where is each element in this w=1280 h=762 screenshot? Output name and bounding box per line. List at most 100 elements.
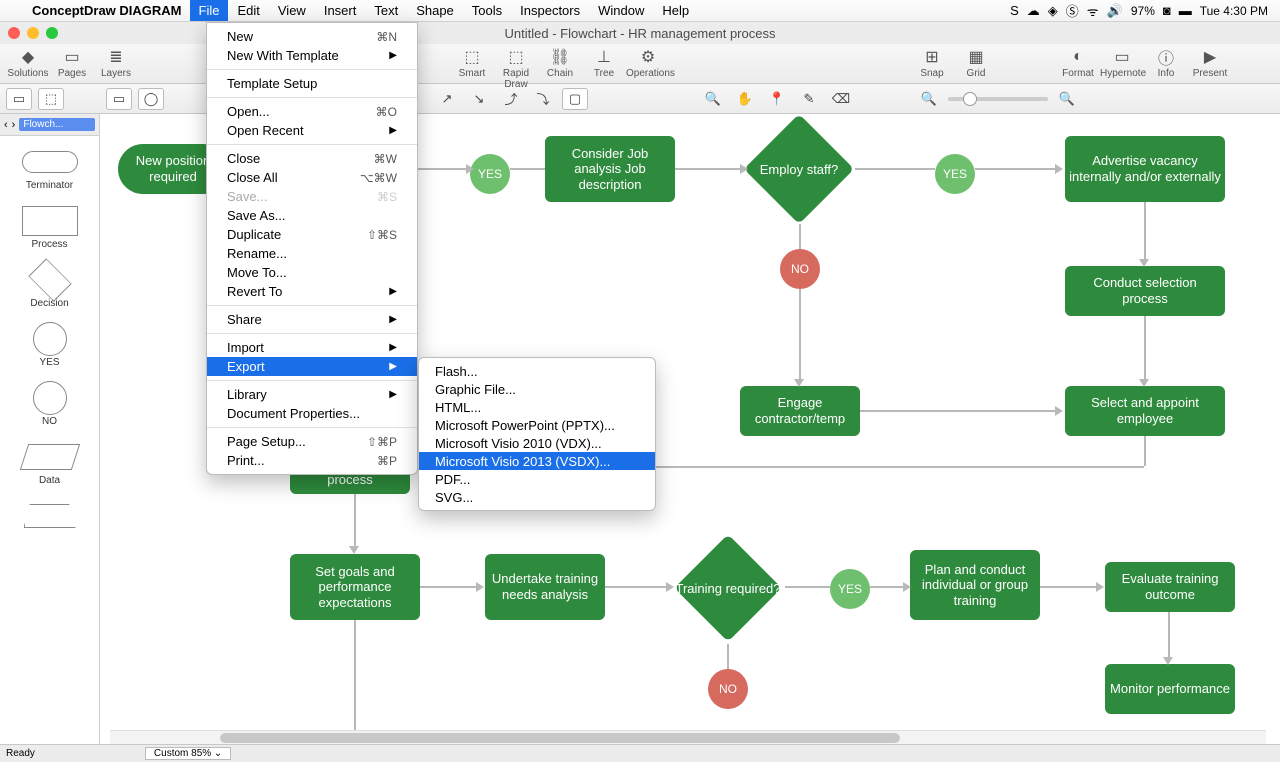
toolbar-format[interactable]: ◐Format <box>1056 46 1100 79</box>
export-pdf-[interactable]: PDF... <box>419 470 655 488</box>
export-microsoft-visio-2010-vdx-[interactable]: Microsoft Visio 2010 (VDX)... <box>419 434 655 452</box>
menu-text[interactable]: Text <box>365 0 407 21</box>
node-select-appoint[interactable]: Select and appoint employee <box>1065 386 1225 436</box>
yes-badge-2[interactable]: YES <box>935 154 975 194</box>
toolbar-snap[interactable]: ⊞Snap <box>910 46 954 79</box>
toolbar-chain[interactable]: ⛓Chain <box>538 46 582 90</box>
flag-icon[interactable]: ▬ <box>1179 3 1192 18</box>
node-advertise[interactable]: Advertise vacancy internally and/or exte… <box>1065 136 1225 202</box>
menu-tools[interactable]: Tools <box>463 0 511 21</box>
zoom-in-icon[interactable]: 🔍 <box>700 88 726 110</box>
pin-tool[interactable]: 📍 <box>764 88 790 110</box>
node-employ-staff[interactable]: Employ staff? <box>760 130 838 208</box>
diamond-icon[interactable]: ◈ <box>1048 3 1058 19</box>
menu-insert[interactable]: Insert <box>315 0 366 21</box>
export-svg-[interactable]: SVG... <box>419 488 655 506</box>
status-icon[interactable]: S <box>1010 3 1019 18</box>
toolbar-grid[interactable]: ▦Grid <box>954 46 998 79</box>
node-evaluate[interactable]: Evaluate training outcome <box>1105 562 1235 612</box>
menu-item-print-[interactable]: Print...⌘P <box>207 451 417 470</box>
zoom-in2-icon[interactable]: 🔍 <box>1054 88 1080 110</box>
toolbar-info[interactable]: ⓘInfo <box>1144 46 1188 79</box>
yes-badge-3[interactable]: YES <box>830 569 870 609</box>
node-plan-conduct[interactable]: Plan and conduct individual or group tra… <box>910 550 1040 620</box>
shape-no[interactable]: NO <box>0 380 99 427</box>
skype-icon[interactable]: Ⓢ <box>1066 1 1079 20</box>
menu-file[interactable]: File <box>190 0 229 21</box>
export-html-[interactable]: HTML... <box>419 398 655 416</box>
zoom-window[interactable] <box>46 27 58 39</box>
eyedrop-tool[interactable]: ✎ <box>796 88 822 110</box>
menu-inspectors[interactable]: Inspectors <box>511 0 589 21</box>
menu-item-close[interactable]: Close⌘W <box>207 149 417 168</box>
eraser-tool[interactable]: ⌫ <box>828 88 854 110</box>
toolbar-hypernote[interactable]: ▭Hypernote <box>1100 46 1144 79</box>
menu-edit[interactable]: Edit <box>228 0 268 21</box>
menu-item-save-as-[interactable]: Save As... <box>207 206 417 225</box>
yes-badge-1[interactable]: YES <box>470 154 510 194</box>
node-monitor[interactable]: Monitor performance <box>1105 664 1235 714</box>
select-tool[interactable]: ⬚ <box>38 88 64 110</box>
menu-item-rename-[interactable]: Rename... <box>207 244 417 263</box>
toolbar-solutions[interactable]: ◆Solutions <box>6 46 50 79</box>
toolbar-rapid-draw[interactable]: ⬚Rapid Draw <box>494 46 538 90</box>
toolbar-layers[interactable]: ≣Layers <box>94 46 138 79</box>
shape-misc[interactable] <box>0 498 99 534</box>
export-flash-[interactable]: Flash... <box>419 362 655 380</box>
toolbar-pages[interactable]: ▭Pages <box>50 46 94 79</box>
menu-item-library[interactable]: Library▶ <box>207 385 417 404</box>
node-consider[interactable]: Consider Job analysis Job description <box>545 136 675 202</box>
toolbar-smart[interactable]: ⬚Smart <box>450 46 494 90</box>
menu-item-import[interactable]: Import▶ <box>207 338 417 357</box>
shape-data[interactable]: Data <box>0 439 99 486</box>
connector3-tool[interactable]: ⤴ <box>498 88 524 110</box>
menu-item-revert-to[interactable]: Revert To▶ <box>207 282 417 301</box>
zoom-slider[interactable] <box>948 97 1048 101</box>
node-undertake[interactable]: Undertake training needs analysis <box>485 554 605 620</box>
export-graphic-file-[interactable]: Graphic File... <box>419 380 655 398</box>
export-microsoft-powerpoint-pptx-[interactable]: Microsoft PowerPoint (PPTX)... <box>419 416 655 434</box>
menu-item-open-[interactable]: Open...⌘O <box>207 102 417 121</box>
export-microsoft-visio-2013-vsdx-[interactable]: Microsoft Visio 2013 (VSDX)... <box>419 452 655 470</box>
wifi-icon[interactable]: ᯤ <box>1087 2 1099 20</box>
menu-item-duplicate[interactable]: Duplicate⇧⌘S <box>207 225 417 244</box>
zoom-out-icon[interactable]: 🔍 <box>916 88 942 110</box>
minimize-window[interactable] <box>27 27 39 39</box>
menu-item-new-with-template[interactable]: New With Template▶ <box>207 46 417 65</box>
cloud-icon[interactable]: ☁ <box>1027 3 1040 19</box>
close-window[interactable] <box>8 27 20 39</box>
menu-window[interactable]: Window <box>589 0 653 21</box>
shape-decision[interactable]: Decision <box>0 262 99 309</box>
zoom-level[interactable]: Custom 85% ⌄ <box>145 747 231 760</box>
ellipse-tool[interactable]: ◯ <box>138 88 164 110</box>
shape-terminator[interactable]: Terminator <box>0 144 99 191</box>
menu-help[interactable]: Help <box>653 0 698 21</box>
menu-item-close-all[interactable]: Close All⌥⌘W <box>207 168 417 187</box>
menu-view[interactable]: View <box>269 0 315 21</box>
app-name[interactable]: ConceptDraw DIAGRAM <box>24 3 190 18</box>
no-badge-2[interactable]: NO <box>708 669 748 709</box>
volume-icon[interactable]: 🔊 <box>1107 3 1123 19</box>
clock[interactable]: Tue 4:30 PM <box>1200 4 1268 18</box>
nav-back[interactable]: ‹ <box>4 119 8 131</box>
hand-tool[interactable]: ✋ <box>732 88 758 110</box>
shape-process[interactable]: Process <box>0 203 99 250</box>
menu-item-new[interactable]: New⌘N <box>207 27 417 46</box>
toolbar-tree[interactable]: ⊥Tree <box>582 46 626 90</box>
node-conduct-selection[interactable]: Conduct selection process <box>1065 266 1225 316</box>
shape-yes[interactable]: YES <box>0 321 99 368</box>
menu-item-template-setup[interactable]: Template Setup <box>207 74 417 93</box>
connector2-tool[interactable]: ↘ <box>466 88 492 110</box>
toolbar-present[interactable]: ▶Present <box>1188 46 1232 79</box>
toolbar-operations[interactable]: ⚙Operations <box>626 46 670 90</box>
rect-tool[interactable]: ▭ <box>106 88 132 110</box>
node-set-goals[interactable]: Set goals and performance expectations <box>290 554 420 620</box>
connector4-tool[interactable]: ⤵ <box>530 88 556 110</box>
menu-item-share[interactable]: Share▶ <box>207 310 417 329</box>
pointer-tool[interactable]: ▭ <box>6 88 32 110</box>
menu-item-page-setup-[interactable]: Page Setup...⇧⌘P <box>207 432 417 451</box>
menu-item-document-properties-[interactable]: Document Properties... <box>207 404 417 423</box>
connector-tool[interactable]: ↗ <box>434 88 460 110</box>
horizontal-scrollbar[interactable] <box>110 730 1266 744</box>
menu-item-move-to-[interactable]: Move To... <box>207 263 417 282</box>
